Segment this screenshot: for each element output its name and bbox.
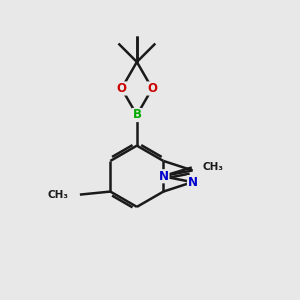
Text: CH₃: CH₃ <box>203 162 224 172</box>
Text: CH₃: CH₃ <box>48 190 69 200</box>
Text: B: B <box>132 109 141 122</box>
Text: N: N <box>159 170 169 183</box>
Text: O: O <box>147 82 157 95</box>
Text: O: O <box>117 82 127 95</box>
Text: N: N <box>188 176 197 189</box>
